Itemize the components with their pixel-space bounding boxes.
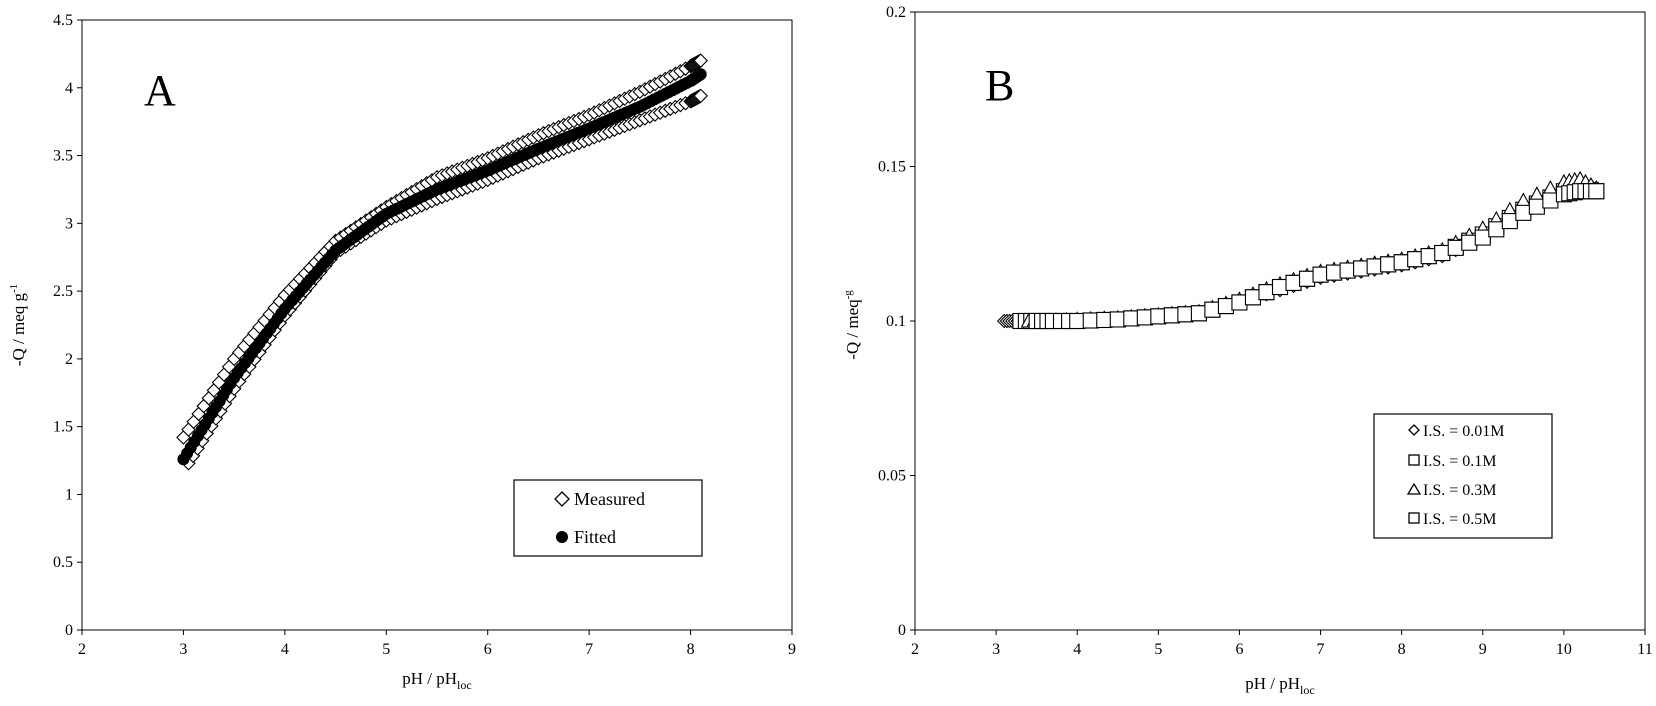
- y-tick-label: 3: [65, 215, 73, 232]
- legend-triangle-marker: [1406, 482, 1422, 495]
- panel-a: 2 3 4 5 6 7 8 9 0 0.5 1 1.5 2 2.5 3 3.5 4 4.5 A pH / pHl…: [8, 12, 796, 692]
- y-tick-label: 2: [65, 351, 73, 368]
- x-tick-label: 4: [281, 641, 289, 658]
- x-tick-label: 11: [1637, 641, 1652, 658]
- legend-is-01-label: I.S. = 0.1M: [1423, 453, 1496, 470]
- data-point-diamond-110: [693, 53, 708, 68]
- legend-diamond-marker: [554, 491, 570, 507]
- y-tick-label: 0: [65, 622, 73, 639]
- legend-filled-circle-marker: [556, 531, 568, 543]
- data-point-square-185: [1420, 248, 1437, 265]
- data-point-square-176: [1298, 270, 1316, 287]
- x-tick-label: 6: [1235, 641, 1243, 658]
- data-point-square-169: [1204, 301, 1221, 318]
- x-tick-label: 10: [1556, 641, 1572, 658]
- data-point-square-190: [1488, 221, 1505, 238]
- y-tick-label: 0.15: [878, 159, 906, 176]
- panel-a-legend-box: [513, 479, 703, 557]
- x-tick-label: 2: [78, 641, 86, 658]
- x-tick-label: 9: [788, 641, 796, 658]
- panel-a-label: A: [144, 66, 176, 115]
- data-point-diamond-221: [693, 88, 708, 104]
- data-point-square-161: [1096, 311, 1113, 329]
- data-point-square-162: [1109, 311, 1126, 328]
- panel-b-y-axis-label: -Q / meq-g: [842, 290, 862, 360]
- data-point-square-191: [1501, 213, 1518, 230]
- legend-square-marker: [1408, 512, 1420, 524]
- legend-fitted-label: Fitted: [574, 527, 616, 547]
- panel-b-label: B: [985, 61, 1014, 110]
- y-tick-label: 0: [898, 622, 906, 639]
- data-point-square-163: [1123, 310, 1140, 327]
- panel-a-y-axis-label: -Q / meq g-1: [8, 284, 28, 366]
- x-tick-label: 5: [382, 641, 390, 658]
- data-point-square-167: [1177, 306, 1194, 323]
- x-tick-label: 2: [911, 641, 919, 658]
- x-tick-label: 6: [484, 641, 492, 658]
- x-tick-label: 4: [1073, 641, 1081, 658]
- data-point-square-187: [1447, 239, 1464, 256]
- y-tick-label: 1: [65, 486, 73, 503]
- data-point-square-168: [1190, 305, 1207, 322]
- data-point-square-183: [1393, 254, 1410, 271]
- data-point-square-192: [1515, 204, 1532, 221]
- data-point-square-170: [1217, 298, 1234, 315]
- panel-b: 2 3 4 5 6 7 8 9 10 11 0 0.05 0.1 0.15 0.2 B pH / pHlo…: [842, 4, 1653, 697]
- data-point-square-177: [1312, 266, 1329, 283]
- legend-measured-label: Measured: [574, 489, 645, 509]
- data-point-square-189: [1474, 229, 1491, 246]
- data-point-square-193: [1528, 198, 1545, 215]
- data-point-square-171: [1231, 294, 1248, 311]
- x-tick-label: 5: [1154, 641, 1162, 658]
- x-tick-label: 8: [1398, 641, 1406, 658]
- y-tick-label: 4.5: [53, 12, 73, 29]
- panel-a-x-axis-label: pH / pHloc: [402, 669, 471, 692]
- data-point-square-181: [1366, 258, 1383, 275]
- legend-is-03-label: I.S. = 0.3M: [1423, 482, 1496, 499]
- x-tick-label: 3: [179, 641, 187, 658]
- data-point-circle-376: [694, 68, 707, 81]
- legend-is-05-label: I.S. = 0.5M: [1423, 511, 1496, 528]
- data-point-square-175: [1285, 274, 1302, 291]
- panel-b-legend: I.S. = 0.01M I.S. = 0.1M I.S. = 0.3M I.S…: [1373, 413, 1553, 539]
- data-point-square-172: [1244, 289, 1262, 306]
- y-tick-label: 0.5: [53, 554, 73, 571]
- x-tick-label: 3: [992, 641, 1000, 658]
- data-point-square-186: [1434, 244, 1451, 262]
- data-point-square-178: [1326, 264, 1343, 281]
- panel-b-legend-box: [1373, 413, 1553, 539]
- y-tick-label: 0.2: [886, 4, 906, 21]
- legend-diamond-marker: [1408, 424, 1420, 436]
- y-tick-label: 0.05: [878, 468, 906, 485]
- data-point-square-173: [1258, 284, 1275, 301]
- data-point-square-179: [1339, 262, 1356, 279]
- data-point-square-166: [1163, 307, 1180, 324]
- y-tick-label: 2.5: [53, 283, 73, 300]
- x-tick-label: 9: [1479, 641, 1487, 658]
- x-tick-label: 7: [1317, 641, 1325, 658]
- data-point-square-165: [1150, 308, 1167, 325]
- panel-b-x-axis-label: pH / pHloc: [1245, 674, 1314, 697]
- legend-square-marker: [1408, 454, 1420, 466]
- y-tick-label: 4: [65, 80, 73, 97]
- data-point-square-182: [1380, 256, 1397, 273]
- panel-a-legend: Measured Fitted: [513, 479, 703, 557]
- data-point-square-184: [1407, 251, 1424, 268]
- x-tick-label: 8: [687, 641, 695, 658]
- data-point-square-201: [1588, 183, 1605, 200]
- y-tick-label: 0.1: [886, 313, 906, 330]
- data-point-square-160: [1082, 312, 1099, 329]
- data-point-square-188: [1461, 234, 1478, 251]
- y-tick-label: 1.5: [53, 419, 73, 436]
- data-point-square-159: [1069, 312, 1086, 330]
- y-tick-label: 3.5: [53, 148, 73, 165]
- x-tick-label: 7: [585, 641, 593, 658]
- data-point-square-164: [1136, 309, 1153, 326]
- data-point-square-174: [1271, 278, 1289, 296]
- legend-is-001-label: I.S. = 0.01M: [1423, 423, 1504, 440]
- data-point-square-194: [1542, 192, 1559, 209]
- data-point-square-180: [1353, 260, 1370, 277]
